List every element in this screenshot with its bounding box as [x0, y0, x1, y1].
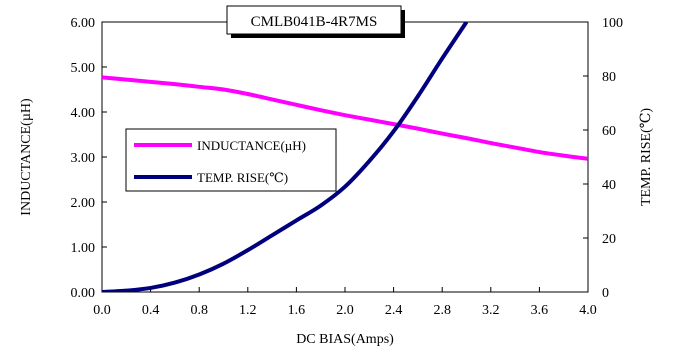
x-tick-label: 1.2 [239, 303, 257, 318]
legend-box [125, 128, 337, 192]
series-line-temp-rise [102, 22, 469, 292]
series-layer [102, 22, 588, 292]
chart-title: CMLB041B-4R7MS [251, 14, 378, 30]
x-tick-label: 2.0 [336, 303, 354, 318]
x-tick-label: 0.8 [190, 303, 208, 318]
legend-label-temp-rise: TEMP. RISE(℃) [197, 170, 288, 185]
chart-title-box: CMLB041B-4R7MS [226, 5, 405, 38]
x-tick-label: 4.0 [579, 303, 597, 318]
y2-tick-label: 60 [602, 124, 616, 139]
x-axis-title: DC BIAS(Amps) [296, 332, 394, 347]
y-tick-label: 1.00 [71, 241, 96, 256]
y2-axis-ticks: 0 20 40 60 80 100 [583, 16, 623, 301]
legend: INDUCTANCE(µH) TEMP. RISE(℃) [125, 128, 337, 192]
series-line-inductance [102, 75, 588, 161]
y-axis-title: INDUCTANCE(µH) [19, 98, 34, 216]
x-tick-label: 1.6 [288, 303, 306, 318]
y2-axis-title: TEMP. RISE(℃) [639, 108, 654, 206]
y-tick-label: 3.00 [71, 151, 96, 166]
y-tick-label: 6.00 [71, 16, 96, 31]
y2-tick-label: 40 [602, 178, 616, 193]
x-tick-label: 0.4 [142, 303, 160, 318]
legend-label-inductance: INDUCTANCE(µH) [197, 138, 306, 153]
x-axis-ticks: 0.0 0.4 0.8 1.2 1.6 2.0 2.4 2.8 3.2 3.6 4.0 [93, 287, 597, 318]
y-tick-label: 4.00 [71, 106, 96, 121]
x-tick-label: 2.4 [385, 303, 403, 318]
y2-tick-label: 100 [602, 16, 623, 31]
y-tick-label: 5.00 [71, 61, 96, 76]
x-tick-label: 3.2 [482, 303, 500, 318]
x-tick-label: 2.8 [433, 303, 451, 318]
x-tick-label: 0.0 [93, 303, 111, 318]
x-tick-label: 3.6 [531, 303, 549, 318]
y2-tick-label: 0 [602, 286, 609, 301]
y2-tick-label: 80 [602, 70, 616, 85]
y-tick-label: 2.00 [71, 196, 96, 211]
y-tick-label: 0.00 [71, 286, 96, 301]
y-axis-ticks: 0.00 1.00 2.00 3.00 4.00 5.00 6.00 [71, 16, 107, 301]
y2-tick-label: 20 [602, 232, 616, 247]
